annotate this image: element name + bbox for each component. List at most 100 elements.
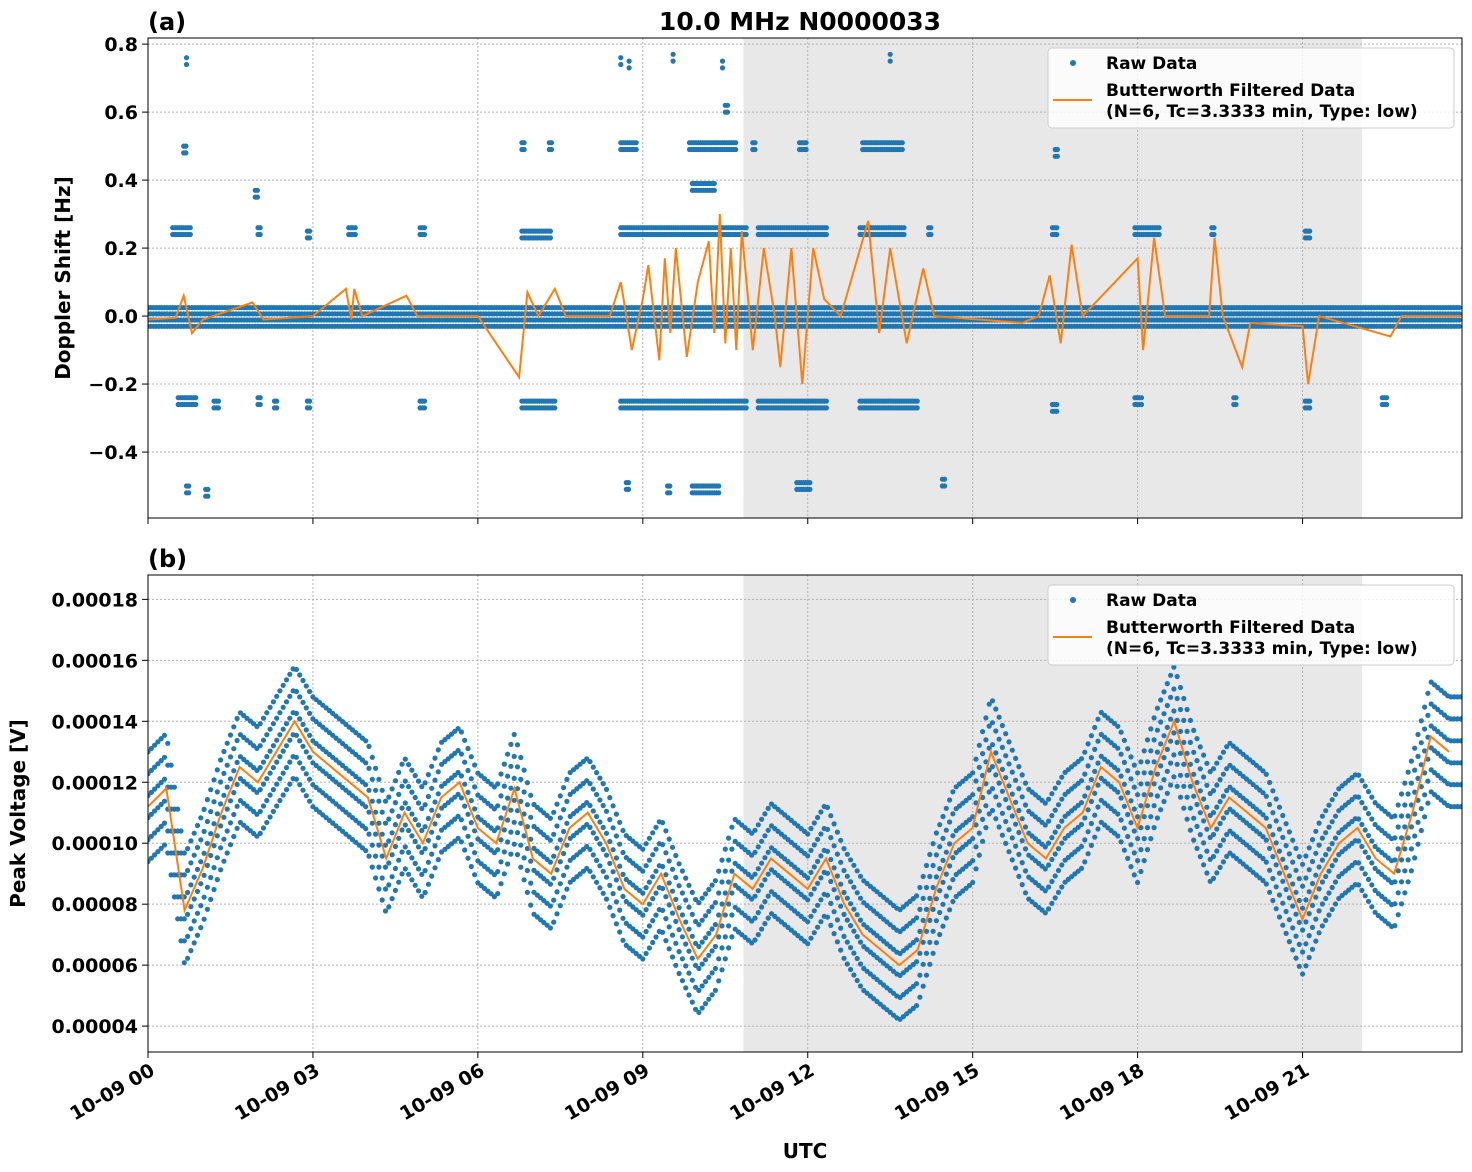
plot-area — [148, 664, 1462, 1022]
raw-data-point — [204, 797, 210, 803]
raw-data-point — [696, 987, 702, 994]
raw-data-point — [557, 793, 563, 799]
raw-data-point — [1046, 906, 1052, 912]
raw-data-point — [1181, 805, 1187, 811]
raw-data-point — [980, 816, 986, 823]
raw-data-point — [198, 837, 204, 843]
raw-data-point — [1171, 708, 1177, 714]
raw-data-point — [650, 918, 656, 924]
axes-frame — [147, 37, 1463, 519]
raw-data-point — [1194, 823, 1200, 830]
raw-data-point — [626, 65, 632, 71]
raw-data-point — [227, 754, 234, 760]
raw-data-point — [1115, 789, 1121, 795]
raw-data-point — [1217, 820, 1223, 827]
raw-data-point — [805, 919, 811, 925]
raw-data-point — [752, 871, 758, 877]
raw-data-point — [851, 862, 857, 868]
raw-data-point — [148, 767, 154, 774]
raw-data-point — [422, 824, 428, 830]
raw-data-point — [1168, 782, 1174, 788]
raw-data-point — [943, 893, 949, 899]
raw-data-point — [422, 846, 428, 852]
raw-data-point — [547, 925, 554, 931]
raw-data-point — [419, 827, 425, 834]
raw-data-point — [1154, 815, 1160, 821]
raw-data-point — [1283, 821, 1289, 827]
raw-data-point — [854, 934, 860, 940]
raw-data-point — [1273, 906, 1279, 912]
raw-data-point — [590, 786, 596, 792]
raw-data-point — [815, 880, 821, 886]
raw-data-point — [808, 847, 814, 854]
raw-data-point — [709, 992, 715, 998]
raw-data-point — [943, 827, 949, 833]
raw-data-point — [1197, 832, 1203, 838]
raw-data-point — [1164, 724, 1170, 731]
raw-data-point — [185, 933, 191, 940]
raw-data-point — [1191, 727, 1197, 734]
raw-data-point — [927, 895, 933, 902]
raw-data-point — [818, 897, 824, 903]
raw-data-point — [1187, 761, 1193, 767]
raw-data-point — [1009, 813, 1015, 819]
raw-data-point — [376, 864, 382, 870]
raw-data-point — [1095, 804, 1101, 810]
raw-data-point — [1141, 770, 1147, 776]
raw-data-point — [406, 871, 412, 877]
raw-data-point — [158, 845, 164, 851]
raw-data-point — [950, 833, 956, 839]
raw-data-point — [528, 836, 534, 842]
raw-data-point — [283, 787, 290, 793]
raw-data-point — [1016, 851, 1022, 858]
raw-data-point — [1151, 759, 1157, 765]
raw-data-point — [966, 817, 973, 823]
raw-data-point — [435, 791, 441, 797]
raw-data-point — [590, 808, 596, 814]
raw-data-point — [857, 895, 864, 901]
raw-data-point — [218, 845, 224, 851]
raw-data-point — [1009, 769, 1015, 775]
raw-data-point — [643, 928, 649, 935]
raw-data-point — [495, 781, 501, 787]
raw-data-point — [950, 855, 956, 861]
raw-data-point — [201, 894, 207, 900]
raw-data-point — [386, 882, 392, 888]
raw-data-point — [986, 723, 992, 729]
raw-data-point — [673, 874, 679, 881]
raw-data-point — [363, 848, 369, 854]
raw-data-point — [194, 866, 201, 873]
raw-data-point — [1273, 840, 1279, 846]
raw-data-point — [1174, 695, 1180, 702]
raw-data-point — [1177, 684, 1184, 691]
raw-data-point — [901, 231, 907, 238]
raw-data-point — [807, 486, 813, 492]
raw-data-point — [495, 803, 501, 809]
raw-data-point — [458, 817, 464, 823]
raw-data-point — [208, 809, 214, 815]
raw-data-point — [679, 890, 686, 896]
raw-data-point — [1115, 723, 1121, 729]
raw-data-point — [993, 728, 999, 734]
raw-data-point — [917, 994, 923, 1000]
raw-data-point — [1174, 717, 1180, 724]
raw-data-point — [752, 140, 758, 146]
raw-data-point — [514, 786, 521, 792]
raw-data-point — [1267, 889, 1273, 895]
raw-data-point — [455, 813, 461, 820]
raw-data-point — [716, 934, 722, 940]
raw-data-point — [617, 841, 623, 847]
raw-data-point — [1055, 824, 1062, 830]
raw-data-point — [989, 764, 996, 770]
raw-data-point — [218, 757, 224, 763]
raw-data-point — [382, 886, 389, 892]
raw-data-point — [1384, 395, 1390, 401]
raw-data-point — [618, 61, 624, 68]
raw-data-point — [498, 771, 504, 777]
raw-data-point — [719, 65, 726, 71]
raw-data-point — [158, 779, 164, 786]
raw-data-point — [1194, 758, 1200, 764]
raw-data-point — [224, 850, 230, 856]
raw-data-point — [511, 753, 517, 760]
raw-data-point — [508, 807, 514, 813]
